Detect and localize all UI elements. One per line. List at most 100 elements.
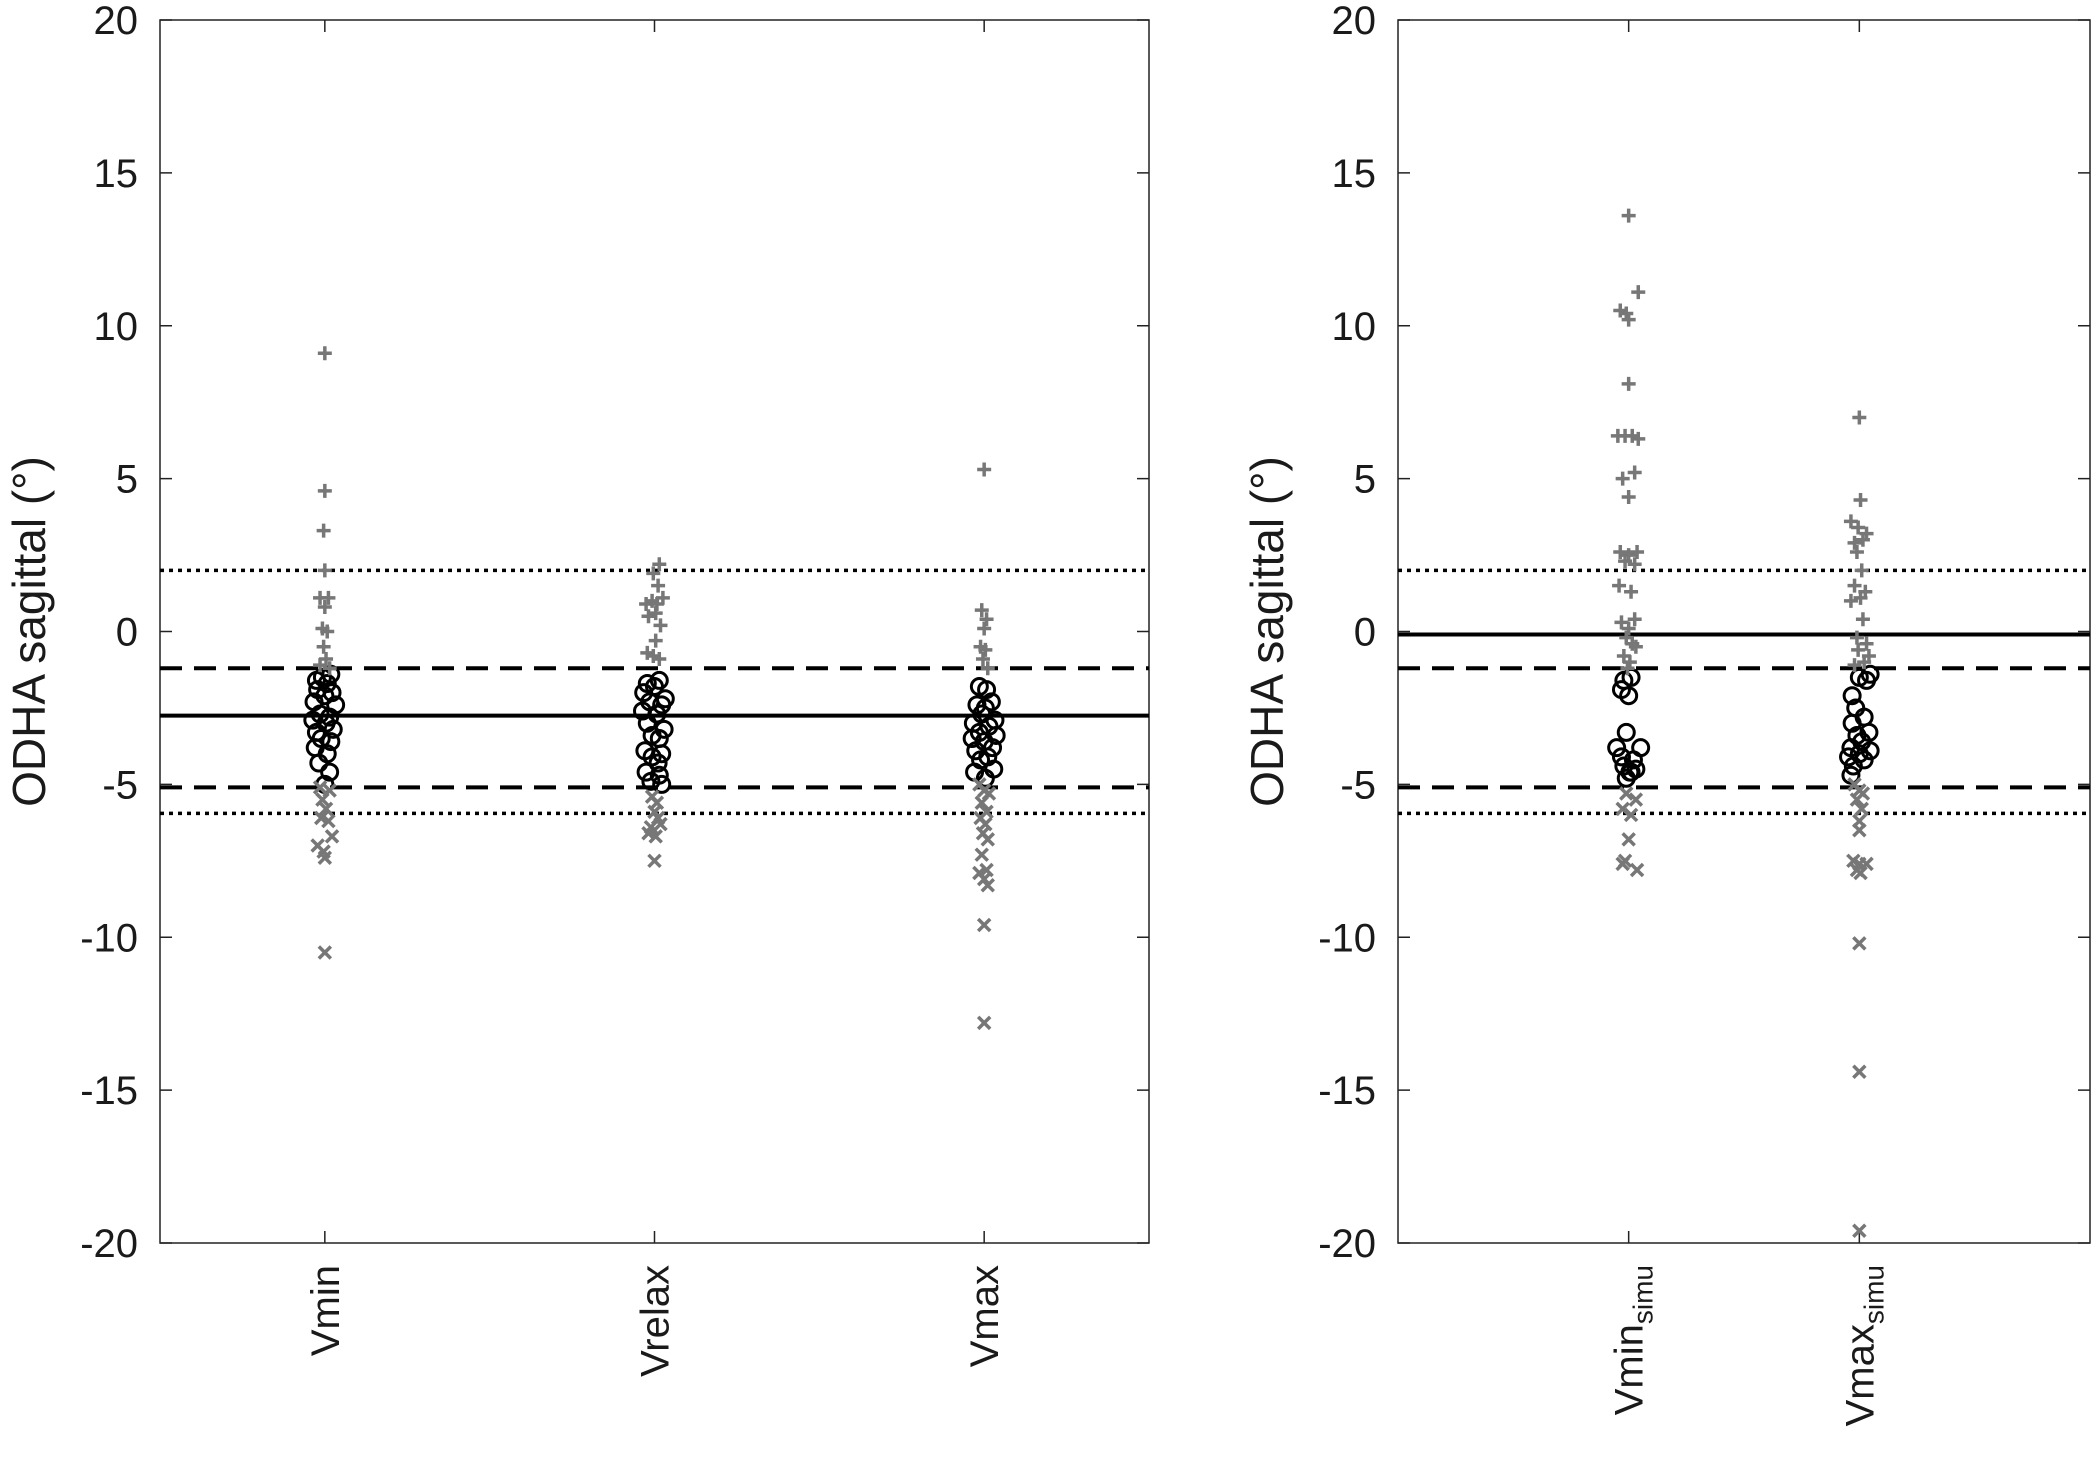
data-point-circle (323, 719, 343, 739)
data-point-cross (1852, 1223, 1867, 1239)
data-point-cross (647, 853, 662, 869)
data-point-cross (1628, 792, 1644, 807)
data-point-cross (980, 832, 996, 847)
y-tick-label: 15 (1332, 152, 1377, 196)
data-point-plus (652, 557, 667, 572)
data-point-circle (637, 713, 657, 733)
data-point-cross (1852, 1064, 1867, 1080)
data-point-plus (316, 523, 331, 538)
data-point-plus (979, 612, 994, 627)
data-point-cross (653, 816, 668, 832)
data-point-cross (1621, 832, 1636, 847)
data-point-plus (1847, 535, 1862, 550)
data-point-plus (1853, 590, 1868, 605)
data-point-cross (976, 1015, 992, 1031)
data-point-circle (320, 762, 340, 782)
data-point-circle (636, 762, 656, 782)
data-point-cross (976, 917, 992, 933)
y-tick-label: -10 (80, 916, 138, 960)
data-point-plus (977, 462, 992, 477)
x-category-label: Vmax (963, 1265, 1007, 1367)
data-point-circle (1860, 664, 1880, 684)
data-point-plus (1627, 465, 1642, 480)
data-point-plus (1621, 208, 1636, 223)
data-point-cross (315, 792, 330, 807)
data-point-plus (1627, 557, 1642, 572)
y-axis-label: ODHA sagittal (°) (3, 456, 55, 807)
data-point-plus (1613, 545, 1628, 560)
y-tick-label: -15 (1318, 1069, 1376, 1113)
y-tick-label: 10 (1332, 305, 1377, 349)
data-point-plus (652, 652, 667, 667)
data-point-plus (1859, 636, 1874, 651)
data-point-circle (321, 732, 341, 752)
data-point-circle (1849, 667, 1869, 687)
data-point-plus (1621, 376, 1636, 391)
y-tick-label: -15 (80, 1069, 138, 1113)
data-point-circle (652, 774, 672, 794)
data-point-circle (1607, 738, 1627, 758)
data-point-circle (1611, 747, 1631, 767)
data-point-cross (1852, 822, 1867, 838)
data-point-circle (975, 768, 995, 788)
data-point-circle (652, 695, 672, 715)
data-point-circle (317, 673, 337, 693)
y-tick-label: -10 (1318, 916, 1376, 960)
y-tick-label: -20 (1318, 1222, 1376, 1266)
data-point-plus (1621, 312, 1636, 327)
data-point-circle (315, 686, 335, 706)
y-tick-label: -5 (102, 763, 138, 807)
data-point-plus (1627, 612, 1642, 627)
data-point-circle (962, 729, 982, 749)
data-point-plus (1631, 431, 1646, 446)
data-point-cross (648, 829, 663, 844)
data-point-cross (1859, 856, 1874, 872)
data-point-plus (1612, 578, 1627, 593)
axes-box (159, 19, 1150, 1244)
data-point-cross (974, 795, 990, 810)
x-category-label: Vminsimu (1608, 1265, 1659, 1415)
x-category-subscript: simu (1858, 1265, 1889, 1324)
data-point-plus (1631, 285, 1646, 300)
data-point-plus (1851, 642, 1866, 657)
data-point-plus (1843, 514, 1858, 529)
data-point-plus (1847, 658, 1862, 673)
y-tick-label: 15 (94, 152, 139, 196)
data-point-plus (975, 652, 990, 667)
data-point-plus (1854, 563, 1869, 578)
x-category-label: Vmin (304, 1265, 348, 1356)
x-category-label: Vrelax (634, 1265, 678, 1377)
data-point-plus (641, 609, 656, 624)
data-point-plus (1843, 593, 1858, 608)
y-tick-label: 10 (94, 305, 139, 349)
data-point-cross (1629, 862, 1645, 878)
data-point-cross (312, 780, 328, 795)
data-point-plus (322, 661, 337, 676)
data-point-plus (980, 661, 995, 676)
data-point-cross (1854, 801, 1869, 817)
x-category-main: Vmax (1838, 1324, 1882, 1426)
data-point-plus (1853, 493, 1868, 508)
data-point-cross (1619, 786, 1634, 801)
data-point-plus (1851, 520, 1866, 535)
data-point-circle (1616, 722, 1636, 742)
x-category-label: Vmaxsimu (1838, 1265, 1889, 1426)
data-point-circle (977, 680, 997, 700)
data-point-plus (648, 606, 663, 621)
data-point-plus (1849, 545, 1864, 560)
data-point-plus (646, 566, 661, 581)
data-point-circle (1842, 686, 1862, 706)
data-point-plus (317, 600, 332, 615)
data-point-circle (1620, 762, 1640, 782)
data-point-plus (1849, 630, 1864, 645)
right-chart: 20 15 10 5 0 -5 -10 -15 -20 ODHA sagittal (°) Vmin… (1241, 0, 2091, 1426)
data-point-plus (320, 624, 335, 639)
data-point-cross (974, 847, 990, 862)
data-point-circle (1619, 686, 1639, 706)
data-point-cross (317, 945, 333, 960)
data-point-plus (1630, 545, 1645, 560)
data-point-cross (980, 878, 996, 893)
data-point-circle (652, 744, 672, 764)
data-point-circle (641, 771, 661, 791)
